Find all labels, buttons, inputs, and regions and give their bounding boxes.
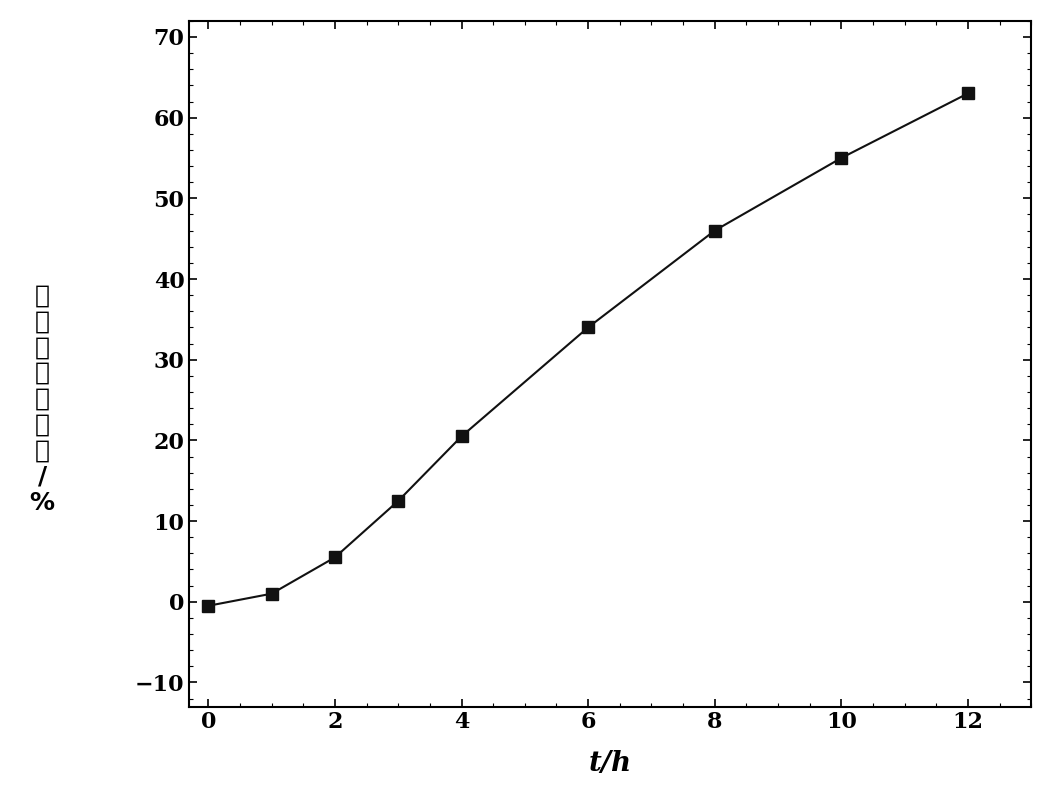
- X-axis label: t/h: t/h: [589, 750, 632, 777]
- Text: 累
积
释
放
百
分
率
/
%: 累 积 释 放 百 分 率 / %: [29, 283, 55, 515]
